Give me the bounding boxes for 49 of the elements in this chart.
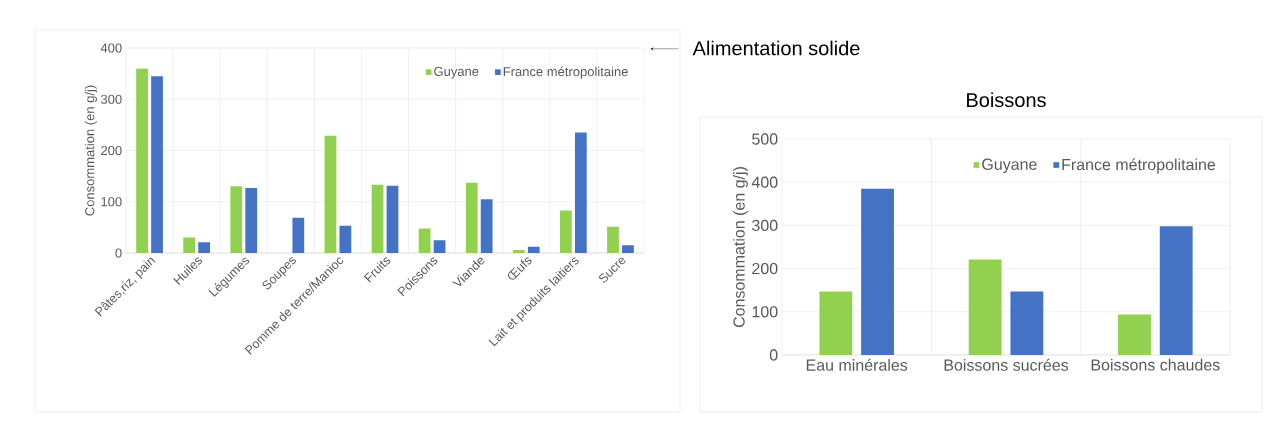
y-tick-label: 200 bbox=[752, 262, 778, 275]
bar bbox=[183, 237, 196, 253]
bar bbox=[819, 291, 853, 355]
legend-label: France métropolitaine bbox=[1062, 158, 1216, 174]
bar bbox=[433, 240, 446, 253]
bar bbox=[527, 246, 540, 253]
bar bbox=[1159, 226, 1193, 355]
y-tick-label: 0 bbox=[115, 248, 122, 258]
legend-label: Guyane bbox=[434, 66, 479, 79]
bar bbox=[151, 76, 163, 253]
legend-label: Guyane bbox=[982, 158, 1037, 174]
bar bbox=[1010, 291, 1044, 355]
y-tick-label: 500 bbox=[752, 133, 778, 145]
y-tick-label: 300 bbox=[100, 94, 122, 104]
chart-title: Boissons bbox=[967, 92, 1046, 108]
bar bbox=[480, 199, 493, 253]
bar bbox=[968, 259, 1002, 355]
y-tick-label: 400 bbox=[751, 176, 778, 188]
bar bbox=[339, 225, 352, 253]
bar bbox=[245, 187, 258, 253]
bar bbox=[607, 226, 619, 253]
legend-label: France métropolitaine bbox=[503, 66, 628, 79]
y-tick-label: 200 bbox=[101, 145, 122, 156]
bar bbox=[465, 182, 478, 253]
bar bbox=[198, 242, 211, 253]
bar bbox=[861, 188, 894, 355]
y-tick-label: 0 bbox=[769, 349, 778, 361]
bar bbox=[371, 184, 384, 253]
y-tick-label: 100 bbox=[101, 197, 122, 207]
bar bbox=[418, 228, 431, 253]
bar bbox=[324, 135, 337, 253]
x-tick-label: Boissons chaudes bbox=[1091, 358, 1220, 371]
y-tick-label: 400 bbox=[100, 43, 122, 53]
bar bbox=[136, 68, 148, 253]
y-axis-title: Consommation (en g/j) bbox=[733, 167, 748, 328]
bar bbox=[292, 217, 305, 253]
bar bbox=[230, 186, 243, 253]
bar bbox=[1118, 314, 1151, 355]
bar bbox=[512, 249, 525, 253]
text: Alimentation solide bbox=[692, 40, 860, 56]
x-tick-label: Boissons sucrées bbox=[944, 358, 1069, 371]
bar bbox=[560, 210, 572, 253]
y-axis-title: Consommation (en g/j) bbox=[84, 85, 97, 216]
bar bbox=[574, 132, 587, 253]
y-tick-label: 100 bbox=[752, 306, 778, 318]
bar bbox=[622, 245, 634, 253]
y-tick-label: 300 bbox=[752, 219, 778, 232]
bar bbox=[386, 185, 399, 253]
x-tick-label: Eau minérales bbox=[806, 358, 908, 371]
